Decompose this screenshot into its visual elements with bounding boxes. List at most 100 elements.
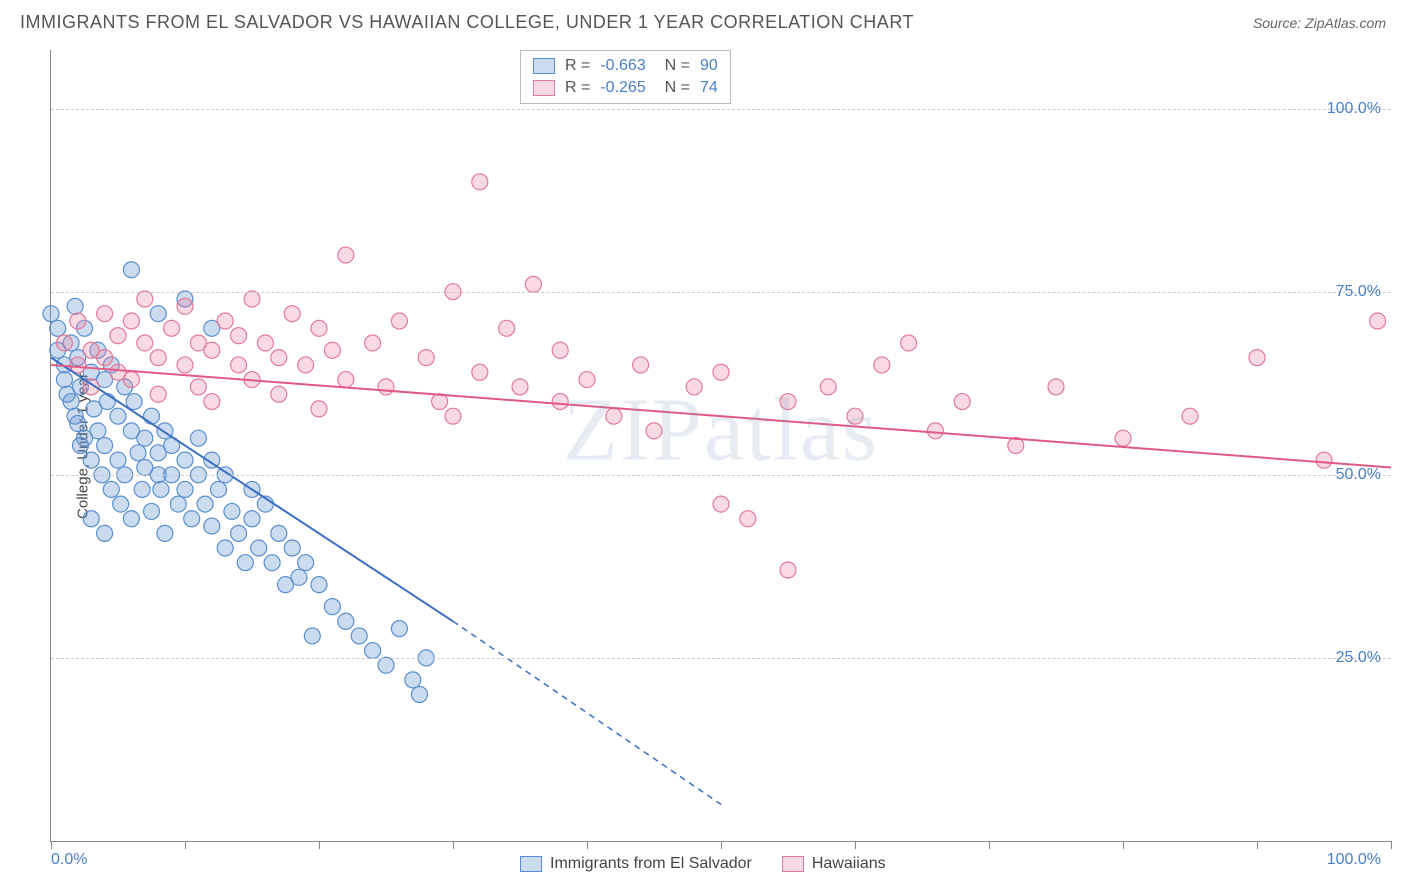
data-point <box>391 313 407 329</box>
data-point <box>110 452 126 468</box>
x-tick <box>587 841 588 849</box>
data-point <box>244 291 260 307</box>
data-point <box>177 481 193 497</box>
legend-swatch <box>533 58 555 74</box>
x-tick <box>185 841 186 849</box>
y-tick-label: 100.0% <box>1327 100 1381 118</box>
data-point <box>365 335 381 351</box>
data-point <box>177 298 193 314</box>
x-tick <box>989 841 990 849</box>
data-point <box>780 562 796 578</box>
data-point <box>820 379 836 395</box>
data-point <box>391 621 407 637</box>
data-point <box>351 628 367 644</box>
data-point <box>99 394 115 410</box>
data-point <box>552 342 568 358</box>
data-point <box>606 408 622 424</box>
data-point <box>1048 379 1064 395</box>
data-point <box>204 342 220 358</box>
data-point <box>110 328 126 344</box>
data-point <box>217 313 233 329</box>
x-tick <box>1391 841 1392 849</box>
scatter-svg <box>51 50 1391 841</box>
data-point <box>264 555 280 571</box>
y-tick-label: 25.0% <box>1336 649 1381 667</box>
data-point <box>231 357 247 373</box>
data-point <box>177 452 193 468</box>
data-point <box>137 335 153 351</box>
data-point <box>1115 430 1131 446</box>
data-point <box>338 613 354 629</box>
gridline <box>51 292 1391 293</box>
data-point <box>83 511 99 527</box>
data-point <box>284 540 300 556</box>
stats-legend-row: R = -0.265 N = 74 <box>533 77 718 99</box>
chart-plot-area: ZIPatlas R = -0.663 N = 90R = -0.265 N =… <box>50 50 1391 842</box>
data-point <box>97 438 113 454</box>
r-label: R = <box>565 79 590 97</box>
data-point <box>378 657 394 673</box>
data-point <box>134 481 150 497</box>
legend-swatch <box>520 856 542 872</box>
data-point <box>237 555 253 571</box>
data-point <box>56 372 72 388</box>
data-point <box>311 577 327 593</box>
x-tick <box>51 841 52 849</box>
data-point <box>63 394 79 410</box>
legend-swatch <box>533 80 555 96</box>
x-axis-max-label: 100.0% <box>1327 851 1381 869</box>
data-point <box>1182 408 1198 424</box>
regression-line-dashed <box>453 621 721 804</box>
data-point <box>525 276 541 292</box>
data-point <box>412 687 428 703</box>
data-point <box>150 306 166 322</box>
data-point <box>126 394 142 410</box>
x-axis-min-label: 0.0% <box>51 851 87 869</box>
data-point <box>271 386 287 402</box>
data-point <box>72 438 88 454</box>
data-point <box>579 372 595 388</box>
gridline <box>51 475 1391 476</box>
data-point <box>740 511 756 527</box>
data-point <box>311 320 327 336</box>
data-point <box>184 511 200 527</box>
data-point <box>157 525 173 541</box>
data-point <box>123 372 139 388</box>
x-tick <box>855 841 856 849</box>
data-point <box>1370 313 1386 329</box>
data-point <box>137 430 153 446</box>
x-tick <box>721 841 722 849</box>
data-point <box>271 525 287 541</box>
header: IMMIGRANTS FROM EL SALVADOR VS HAWAIIAN … <box>0 0 1406 41</box>
x-tick <box>319 841 320 849</box>
chart-title: IMMIGRANTS FROM EL SALVADOR VS HAWAIIAN … <box>20 12 914 33</box>
data-point <box>284 306 300 322</box>
data-point <box>499 320 515 336</box>
data-point <box>164 320 180 336</box>
gridline <box>51 658 1391 659</box>
r-value: -0.265 <box>600 79 645 97</box>
data-point <box>70 313 86 329</box>
data-point <box>97 525 113 541</box>
r-label: R = <box>565 57 590 75</box>
data-point <box>67 298 83 314</box>
data-point <box>123 262 139 278</box>
data-point <box>190 379 206 395</box>
data-point <box>338 372 354 388</box>
data-point <box>445 408 461 424</box>
data-point <box>103 481 119 497</box>
data-point <box>954 394 970 410</box>
data-point <box>224 503 240 519</box>
data-point <box>304 628 320 644</box>
data-point <box>231 525 247 541</box>
data-point <box>56 335 72 351</box>
data-point <box>291 569 307 585</box>
data-point <box>110 408 126 424</box>
data-point <box>113 496 129 512</box>
data-point <box>244 511 260 527</box>
y-tick-label: 50.0% <box>1336 466 1381 484</box>
data-point <box>83 452 99 468</box>
data-point <box>150 386 166 402</box>
x-tick <box>1257 841 1258 849</box>
data-point <box>70 416 86 432</box>
